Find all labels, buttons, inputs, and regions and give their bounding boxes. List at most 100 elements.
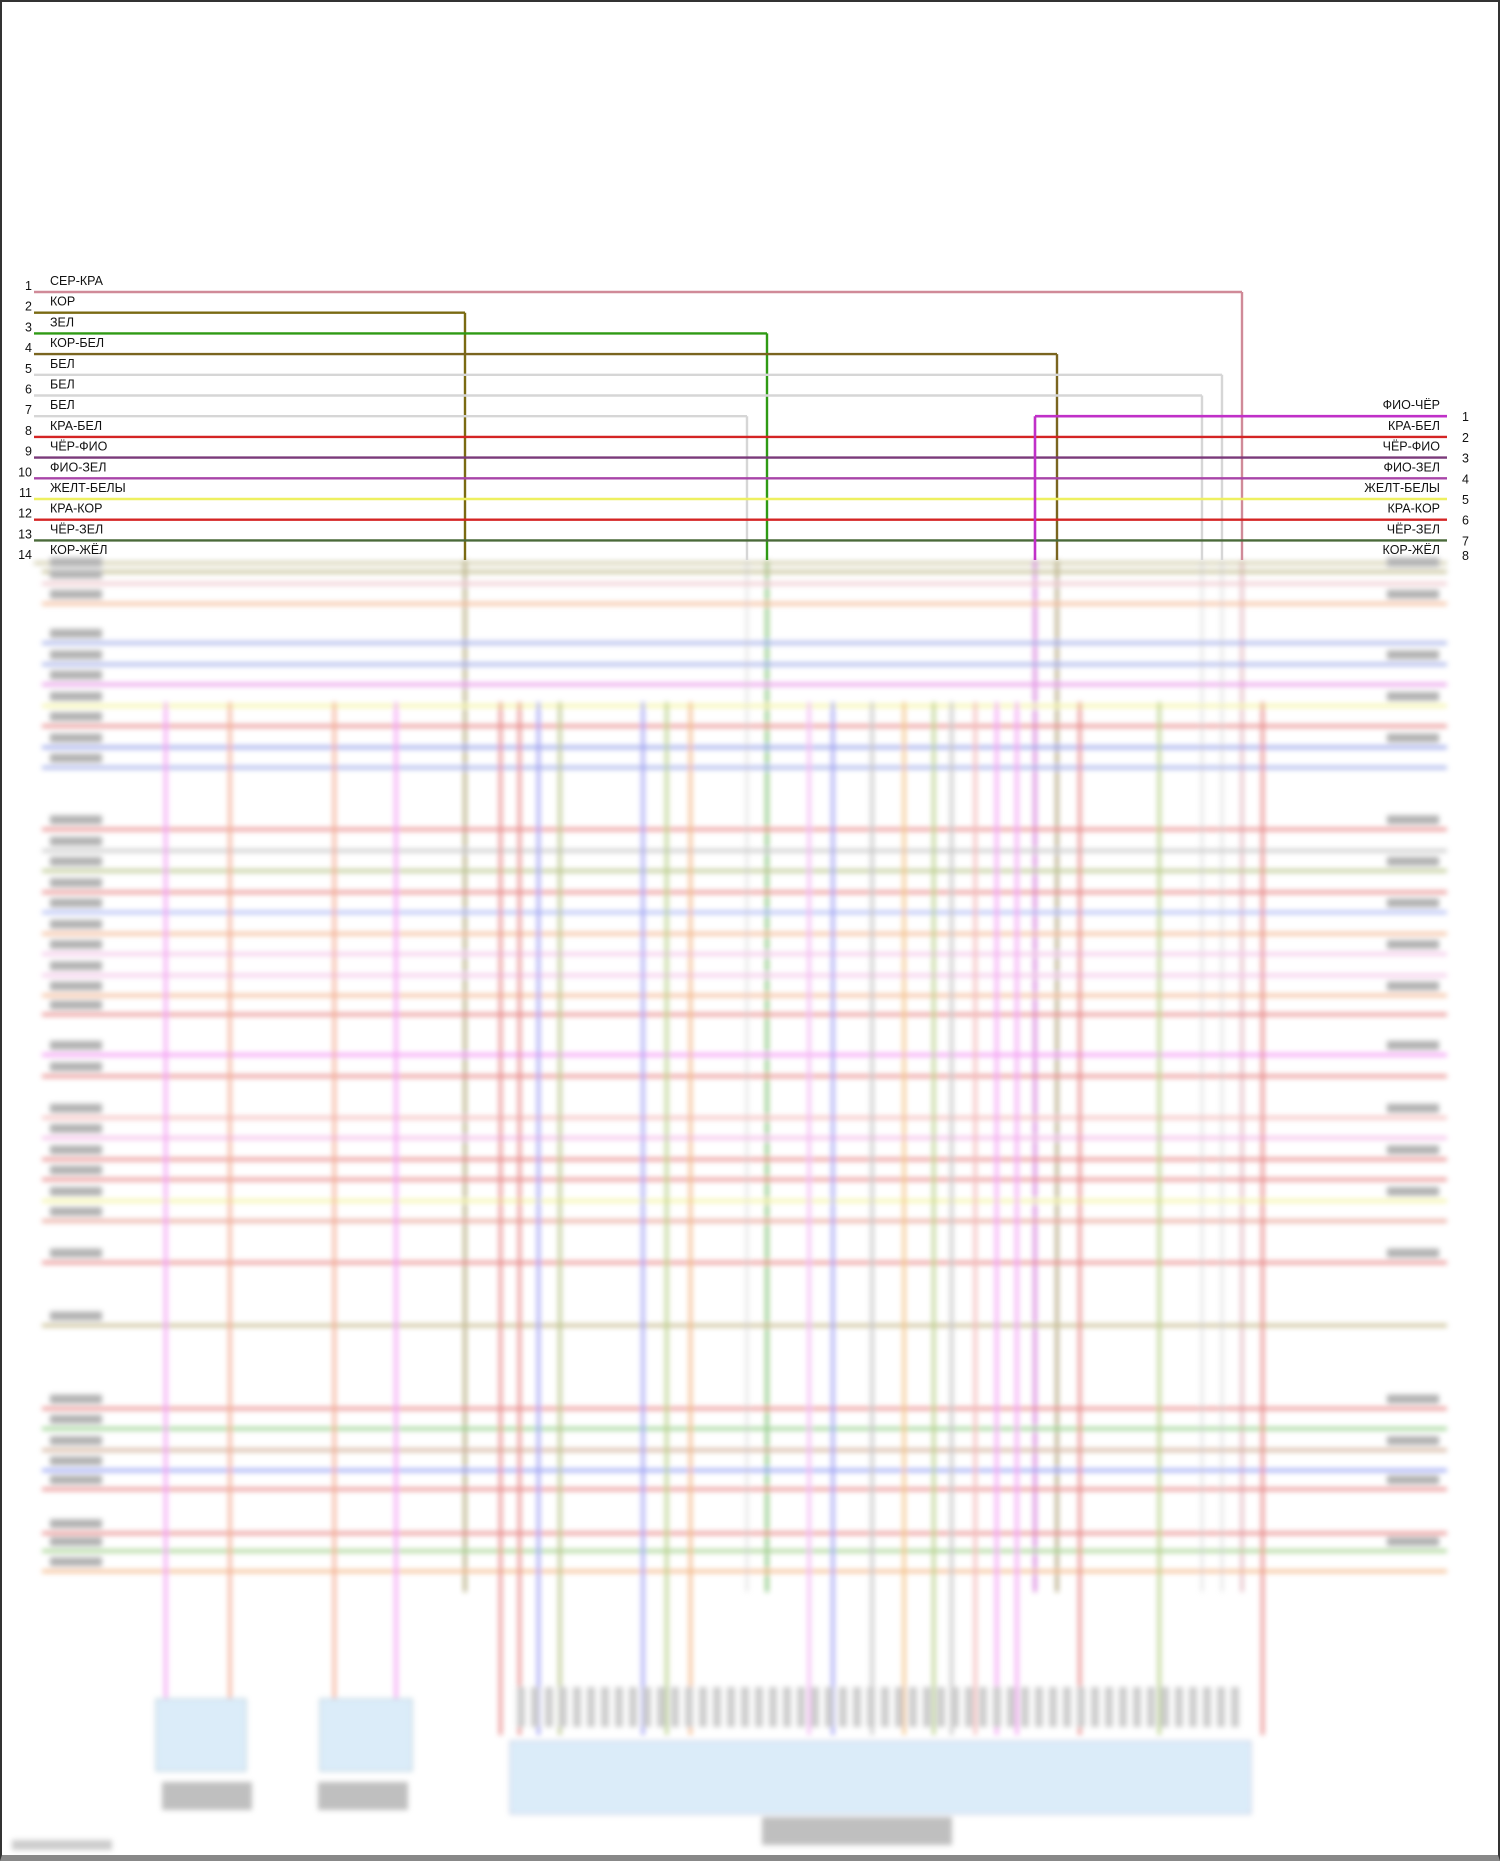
pin-number-left: 5	[25, 362, 32, 376]
blurred-wire-label	[1387, 1475, 1439, 1485]
blurred-wire-label	[50, 939, 102, 949]
pin-number-right: 8	[1462, 549, 1469, 563]
blurred-wire-label	[50, 856, 102, 866]
pin-number-left: 12	[18, 507, 32, 521]
ecu-pin	[1021, 1687, 1029, 1727]
wire-label-left: КРА-БЕЛ	[50, 419, 102, 433]
blurred-wire-label	[1387, 1186, 1439, 1196]
ecu-pin	[1175, 1687, 1183, 1727]
ecu-pin	[979, 1687, 987, 1727]
pin-number-right: 6	[1462, 514, 1469, 528]
wire-label-left: ЖЕЛТ-БЕЛЫ	[50, 481, 126, 495]
ecu-pin	[629, 1687, 637, 1727]
component-caption	[762, 1817, 952, 1845]
blurred-wire-label	[50, 1062, 102, 1072]
blurred-wire-label	[1387, 557, 1439, 567]
ecu-pin	[545, 1687, 553, 1727]
blurred-wire-label	[50, 1165, 102, 1175]
wire-label-left: БЕЛ	[50, 357, 75, 371]
blurred-wire-label	[1387, 898, 1439, 908]
ecu-pin	[1203, 1687, 1211, 1727]
blurred-wire-label	[50, 898, 102, 908]
ecu-pin	[937, 1687, 945, 1727]
wire-label-left: БЕЛ	[50, 398, 75, 412]
pin-number-left: 2	[25, 300, 32, 314]
blurred-wire-label	[1387, 981, 1439, 991]
wire-label-right: ФИО-ЧЁР	[1383, 398, 1440, 412]
ecu-pin	[923, 1687, 931, 1727]
wire-label-left: КОР-ЖЁЛ	[50, 543, 107, 557]
ecu-pin	[1091, 1687, 1099, 1727]
blurred-wire-label	[1387, 1537, 1439, 1547]
pin-number-right: 5	[1462, 493, 1469, 507]
wire-label-left: БЕЛ	[50, 378, 75, 392]
blurred-wire-label	[50, 1475, 102, 1485]
blurred-wire-label	[1387, 856, 1439, 866]
ecu-pin	[671, 1687, 679, 1727]
blurred-wire-label	[50, 919, 102, 929]
component-caption	[318, 1782, 408, 1810]
ecu-pin	[1161, 1687, 1169, 1727]
pin-number-left: 13	[18, 527, 32, 541]
blurred-wire-label	[50, 878, 102, 888]
ecu-pin	[1217, 1687, 1225, 1727]
blurred-wire-label	[50, 1145, 102, 1155]
ecu-pin	[741, 1687, 749, 1727]
blurred-wire-label	[1387, 1436, 1439, 1446]
pin-number-left: 8	[25, 424, 32, 438]
blurred-wire-label	[50, 1456, 102, 1466]
wire-label-left: ЗЕЛ	[50, 315, 74, 329]
ecu-pin	[783, 1687, 791, 1727]
wire-label-right: ЧЁР-ФИО	[1383, 440, 1441, 454]
pin-number-right: 4	[1462, 472, 1469, 486]
ecu-pin	[713, 1687, 721, 1727]
blurred-wire-label	[50, 589, 102, 599]
pin-number-left: 9	[25, 445, 32, 459]
ecu-pin	[895, 1687, 903, 1727]
blurred-wire-label	[1387, 733, 1439, 743]
blurred-wire-label	[50, 1103, 102, 1113]
blurred-wire-label	[1387, 939, 1439, 949]
ecu-pin	[839, 1687, 847, 1727]
pin-number-right: 3	[1462, 452, 1469, 466]
ecu-pin	[1063, 1687, 1071, 1727]
pin-number-left: 7	[25, 403, 32, 417]
ecu-pin	[881, 1687, 889, 1727]
blurred-wire-label	[50, 1414, 102, 1424]
blurred-wire-label	[50, 1123, 102, 1133]
top-wire-section: СЕР-КРА 1 КОР 2 ЗЕЛ 3 КОР-БЕЛ 4 БЕЛ 5 БЕЛ 6 БЕЛ 7 КРА-…	[18, 274, 1469, 563]
blurred-wire-label	[50, 1000, 102, 1010]
blurred-wire-label	[50, 961, 102, 971]
pin-number-left: 6	[25, 383, 32, 397]
component-caption	[162, 1782, 252, 1810]
sensor-connector-right	[319, 1698, 413, 1772]
blurred-wire-label	[1387, 1040, 1439, 1050]
blurred-wire-label	[50, 712, 102, 722]
wire-label-left: КРА-КОР	[50, 502, 102, 516]
blurred-wire-label	[50, 1040, 102, 1050]
blurred-wire-label	[50, 1537, 102, 1547]
blurred-wire-label	[1387, 1394, 1439, 1404]
blurred-wire-label	[50, 733, 102, 743]
ecu-module	[509, 1740, 1252, 1815]
ecu-pin	[867, 1687, 875, 1727]
ecu-pin	[699, 1687, 707, 1727]
sensor-connector-left	[155, 1698, 247, 1772]
blurred-wire-label	[50, 1207, 102, 1217]
wire-label-right: КРА-БЕЛ	[1388, 419, 1440, 433]
ecu-pin	[727, 1687, 735, 1727]
blurred-wire-label	[50, 670, 102, 680]
pin-number-left: 11	[19, 486, 32, 500]
wire-label-left: ЧЁР-ЗЕЛ	[50, 522, 103, 536]
ecu-pin	[1147, 1687, 1155, 1727]
ecu-pin	[1133, 1687, 1141, 1727]
pin-number-right: 1	[1462, 410, 1469, 424]
ecu-pin	[601, 1687, 609, 1727]
blurred-wire-label	[50, 815, 102, 825]
blurred-wire-label	[1387, 650, 1439, 660]
ecu-pin	[643, 1687, 651, 1727]
blurred-wire-label	[1387, 1103, 1439, 1113]
blurred-wire-label	[1387, 815, 1439, 825]
ecu-pin	[811, 1687, 819, 1727]
